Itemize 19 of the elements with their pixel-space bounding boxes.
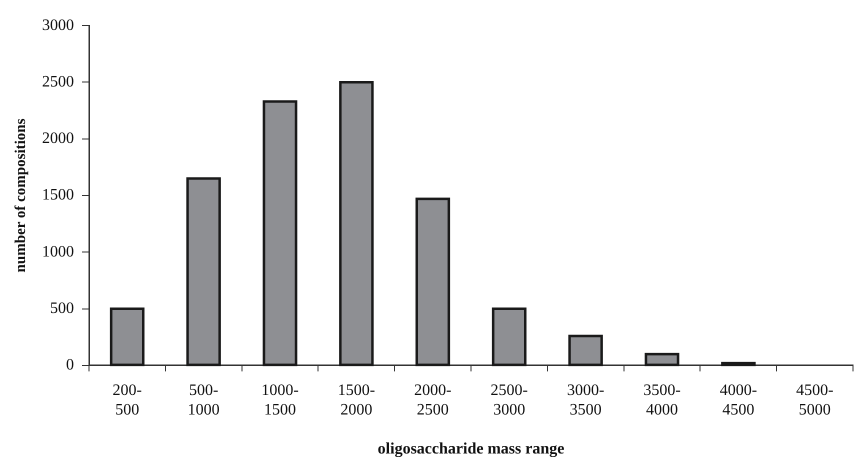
x-tick-label: 500-1000 <box>188 382 220 418</box>
y-axis-title: number of compositions <box>12 118 29 272</box>
x-tick-label: 1500-2000 <box>338 382 376 418</box>
y-tick-label: 0 <box>66 356 74 374</box>
x-tick-label: 2000-2500 <box>414 382 452 418</box>
x-tick-label: 4500-5000 <box>796 382 834 418</box>
y-tick-label: 1500 <box>42 186 74 204</box>
x-tick-label: 1000-1500 <box>261 382 299 418</box>
x-axis-title: oligosaccharide mass range <box>378 440 564 458</box>
y-tick-label: 500 <box>50 300 74 317</box>
y-tick-label: 1000 <box>42 243 74 260</box>
y-tick-label: 2000 <box>42 130 74 148</box>
y-tick-label: 2500 <box>42 73 74 90</box>
x-tick-label: 4000-4500 <box>720 382 758 418</box>
x-tick-label: 3000-3500 <box>566 382 604 418</box>
y-tick-label: 3000 <box>42 16 74 34</box>
x-tick-label: 2500-3000 <box>490 382 528 418</box>
x-tick-label: 3500-4000 <box>643 382 681 418</box>
x-tick-label: 200-500 <box>112 382 142 418</box>
